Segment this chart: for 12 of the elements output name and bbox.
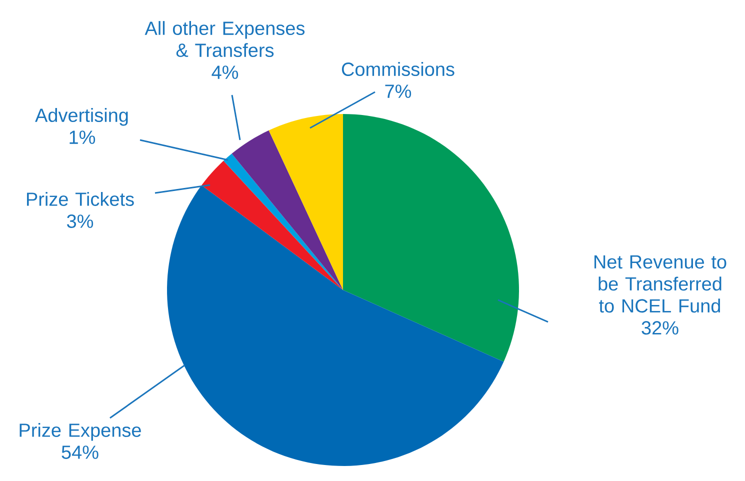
data-label: 54%: [62, 446, 98, 459]
data-label: 3%: [66, 214, 94, 228]
slice-label: Prize Expense: [20, 423, 141, 441]
slice-label: Commissions: [342, 62, 454, 76]
slice-label: Advertising: [35, 108, 128, 126]
slice-label: Prize Tickets: [27, 192, 134, 206]
slice-label: Net Revenue to be Transferred to NCEL Fund: [594, 255, 726, 313]
data-label: 4%: [212, 66, 238, 79]
data-label: 32%: [642, 321, 678, 335]
data-label: 1%: [70, 130, 96, 144]
slice-label: All other Expenses & Transfers: [144, 21, 305, 58]
data-label: 7%: [385, 84, 412, 98]
